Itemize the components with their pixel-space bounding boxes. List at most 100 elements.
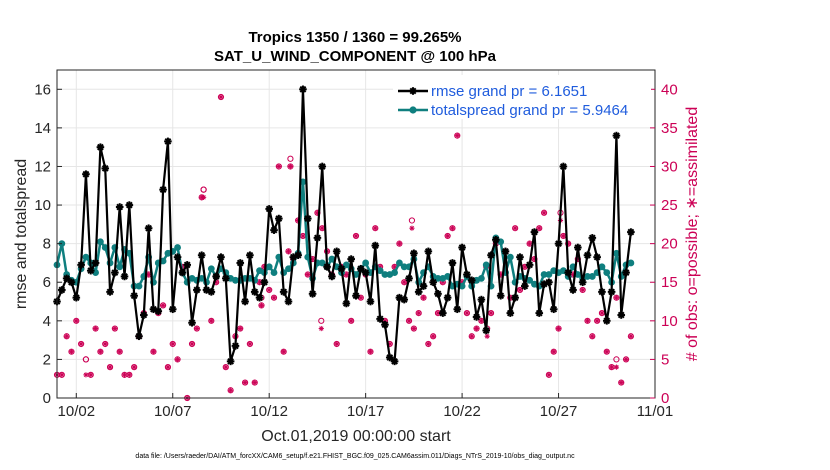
obs-possible-point bbox=[613, 356, 620, 363]
rmse-point bbox=[130, 291, 138, 300]
totalspread-point bbox=[381, 271, 389, 278]
rmse-point bbox=[516, 253, 524, 261]
rmse-point bbox=[554, 239, 563, 248]
obs-assimilated-point bbox=[430, 333, 436, 339]
obs-assimilated-point bbox=[252, 379, 258, 386]
rmse-point bbox=[583, 251, 592, 260]
obs-assimilated-point bbox=[165, 364, 171, 370]
obs-assimilated-point bbox=[613, 364, 620, 370]
rmse-point bbox=[487, 251, 495, 260]
y-tick-label-left: 4 bbox=[43, 313, 51, 330]
obs-assimilated-point bbox=[527, 241, 533, 247]
rmse-point bbox=[260, 278, 269, 287]
obs-assimilated-point bbox=[406, 318, 412, 324]
rmse-point bbox=[226, 357, 235, 366]
rmse-series bbox=[53, 85, 635, 366]
rmse-point bbox=[299, 85, 307, 94]
obs-assimilated-point bbox=[64, 333, 70, 339]
y-tick-label-left: 6 bbox=[43, 274, 51, 291]
axis-ticks: 10/02 10/07 10/12 10/17 10/22 10/27 11/0102468… bbox=[34, 81, 677, 420]
rmse-point bbox=[535, 309, 544, 317]
y-axis-label-left: rmse and totalspread bbox=[13, 159, 30, 309]
obs-assimilated-point bbox=[551, 349, 557, 355]
obs-assimilated-point bbox=[613, 295, 620, 301]
totalspread-point bbox=[116, 263, 124, 271]
obs-assimilated-point bbox=[112, 325, 118, 332]
rmse-point bbox=[82, 170, 90, 178]
y-axis-label-right: # of obs: o=possible; ∗=assimilated bbox=[684, 107, 701, 361]
obs-possible-point bbox=[318, 317, 325, 324]
rmse-point bbox=[578, 278, 587, 287]
obs-assimilated-point bbox=[584, 318, 591, 324]
rmse-point bbox=[275, 214, 283, 223]
x-tick-label: 10/07 bbox=[154, 403, 192, 420]
totalspread-point bbox=[396, 259, 403, 267]
rmse-point bbox=[429, 278, 437, 287]
rmse-point bbox=[424, 247, 433, 256]
rmse-point bbox=[467, 276, 476, 285]
obs-possible-point bbox=[82, 356, 90, 363]
obs-assimilated-point bbox=[150, 349, 157, 355]
rmse-point bbox=[525, 261, 534, 269]
totalspread-point bbox=[265, 263, 273, 271]
obs-assimilated-point bbox=[473, 325, 480, 332]
rmse-point bbox=[91, 259, 100, 267]
obs-assimilated-point bbox=[83, 372, 89, 378]
y-tick-label-left: 14 bbox=[34, 120, 51, 137]
obs-assimilated-point bbox=[555, 325, 562, 332]
legend-spread-marker bbox=[409, 106, 417, 114]
rmse-point bbox=[588, 234, 597, 242]
rmse-point bbox=[496, 291, 505, 300]
obs-assimilated-point bbox=[170, 341, 176, 347]
chart-title: Tropics 1350 / 1360 = 99.265% bbox=[248, 29, 461, 46]
y-tick-label-left: 0 bbox=[43, 390, 51, 407]
rmse-point bbox=[545, 278, 553, 287]
rmse-point bbox=[178, 268, 187, 277]
obs-assimilated-point bbox=[194, 325, 200, 332]
rmse-point bbox=[371, 241, 380, 250]
obs-assimilated-point bbox=[353, 233, 359, 239]
totalspread-point bbox=[198, 274, 206, 282]
rmse-point bbox=[376, 315, 384, 323]
obs-assimilated-point bbox=[454, 133, 460, 139]
rmse-line bbox=[55, 88, 632, 363]
rmse-point bbox=[492, 235, 500, 244]
rmse-point bbox=[207, 288, 216, 296]
rmse-point bbox=[144, 224, 153, 233]
totalspread-point bbox=[482, 261, 490, 269]
totalspread-point bbox=[82, 253, 90, 261]
rmse-point bbox=[168, 305, 177, 314]
totalspread-point bbox=[574, 271, 582, 278]
totalspread-point bbox=[588, 273, 596, 280]
rmse-point bbox=[265, 205, 273, 213]
rmse-point bbox=[323, 263, 331, 271]
rmse-point bbox=[602, 317, 611, 325]
obs-assimilated-point bbox=[228, 387, 234, 393]
obs-assimilated-point bbox=[121, 372, 128, 378]
totalspread-point bbox=[506, 253, 514, 261]
rmse-point bbox=[140, 311, 148, 319]
x-tick-label: 10/12 bbox=[250, 403, 288, 420]
y-tick-label-left: 10 bbox=[34, 197, 51, 214]
obs-assimilated-point bbox=[541, 210, 547, 216]
rmse-point bbox=[607, 288, 616, 296]
x-tick-label: 10/17 bbox=[347, 403, 385, 420]
obs-assimilated-point bbox=[256, 279, 263, 285]
obs-assimilated-point bbox=[160, 302, 166, 308]
rmse-point bbox=[86, 266, 95, 275]
y-tick-label-right: 35 bbox=[661, 120, 678, 137]
rmse-point bbox=[337, 264, 346, 273]
rmse-point bbox=[58, 286, 66, 294]
rmse-point bbox=[559, 162, 568, 171]
obs-assimilated-point bbox=[242, 379, 248, 386]
totalspread-point bbox=[603, 269, 611, 276]
obs-assimilated-point bbox=[512, 225, 518, 231]
totalspread-point bbox=[270, 269, 278, 276]
rmse-point bbox=[67, 278, 76, 287]
rmse-point bbox=[405, 274, 413, 283]
rmse-point bbox=[313, 234, 322, 242]
obs-assimilated-point bbox=[107, 364, 113, 370]
rmse-point bbox=[410, 249, 418, 258]
obs-assimilated-point bbox=[608, 364, 615, 370]
